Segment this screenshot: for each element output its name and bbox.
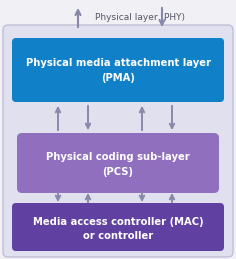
FancyBboxPatch shape	[3, 25, 233, 257]
Text: Physical media attachment layer: Physical media attachment layer	[25, 58, 211, 68]
Text: Physical layer (PHY): Physical layer (PHY)	[95, 13, 185, 23]
Text: Physical coding sub-layer: Physical coding sub-layer	[46, 152, 190, 162]
Text: or controller: or controller	[83, 231, 153, 241]
FancyBboxPatch shape	[12, 203, 224, 251]
Text: (PCS): (PCS)	[102, 167, 134, 177]
Text: Media access controller (MAC): Media access controller (MAC)	[33, 217, 203, 227]
FancyBboxPatch shape	[12, 38, 224, 102]
Text: (PMA): (PMA)	[101, 73, 135, 83]
FancyBboxPatch shape	[17, 133, 219, 193]
